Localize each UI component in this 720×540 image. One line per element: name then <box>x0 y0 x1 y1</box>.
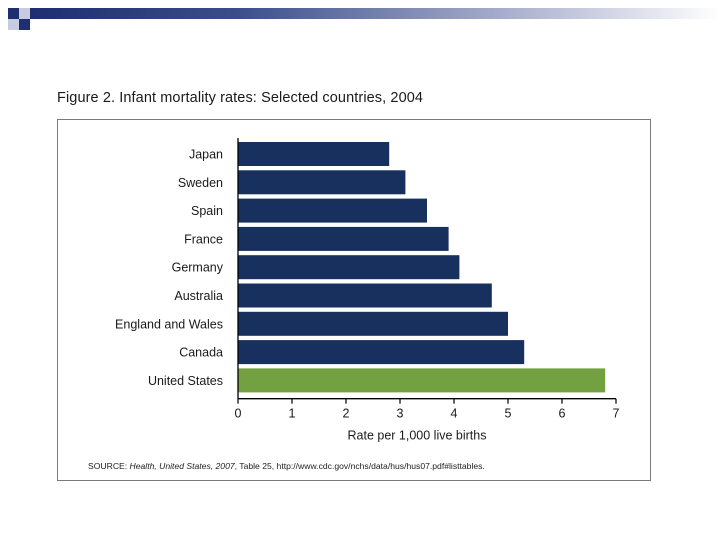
bar-spain <box>238 198 427 223</box>
category-label-japan: Japan <box>189 148 223 162</box>
figure-title: Figure 2. Infant mortality rates: Select… <box>57 90 424 106</box>
x-tick-label-2: 2 <box>343 407 350 421</box>
category-label-sweden: Sweden <box>178 176 223 190</box>
header-square-light-top <box>19 8 30 19</box>
source-publication: Health, United States, 2007 <box>129 461 235 471</box>
x-tick-label-7: 7 <box>613 407 620 421</box>
category-label-england-and-wales: England and Wales <box>115 317 223 331</box>
x-tick-label-1: 1 <box>289 407 296 421</box>
category-label-australia: Australia <box>174 289 223 303</box>
bar-australia <box>238 283 492 308</box>
header-square-navy-bottom <box>19 19 30 30</box>
x-axis-label: Rate per 1,000 live births <box>348 429 487 443</box>
source-prefix: SOURCE: <box>88 461 130 471</box>
header-gradient-bar <box>30 8 720 19</box>
slide-header-decoration <box>0 0 720 50</box>
bar-canada <box>238 340 525 365</box>
bar-england-and-wales <box>238 311 508 336</box>
bar-germany <box>238 255 460 280</box>
header-square-navy-top <box>8 8 19 19</box>
header-square-light-bottom <box>8 19 19 30</box>
bar-japan <box>238 142 390 166</box>
bar-france <box>238 226 449 251</box>
x-tick-label-3: 3 <box>397 407 404 421</box>
bar-united-states <box>238 368 606 393</box>
x-tick-label-4: 4 <box>451 407 458 421</box>
x-tick-label-0: 0 <box>235 407 242 421</box>
category-label-germany: Germany <box>172 261 224 275</box>
x-tick-label-6: 6 <box>559 407 566 421</box>
x-tick-label-5: 5 <box>505 407 512 421</box>
category-label-spain: Spain <box>191 204 223 218</box>
source-suffix: , Table 25, http://www.cdc.gov/nchs/data… <box>234 461 485 471</box>
category-label-france: France <box>184 232 223 246</box>
bar-sweden <box>238 170 406 195</box>
category-label-canada: Canada <box>179 346 223 360</box>
source-note: SOURCE: Health, United States, 2007, Tab… <box>88 461 485 471</box>
category-label-united-states: United States <box>148 374 223 388</box>
figure-frame: Japan Sweden Spain France Germany Australia En… <box>57 119 651 481</box>
bar-chart: Japan Sweden Spain France Germany Australia En… <box>115 138 620 443</box>
